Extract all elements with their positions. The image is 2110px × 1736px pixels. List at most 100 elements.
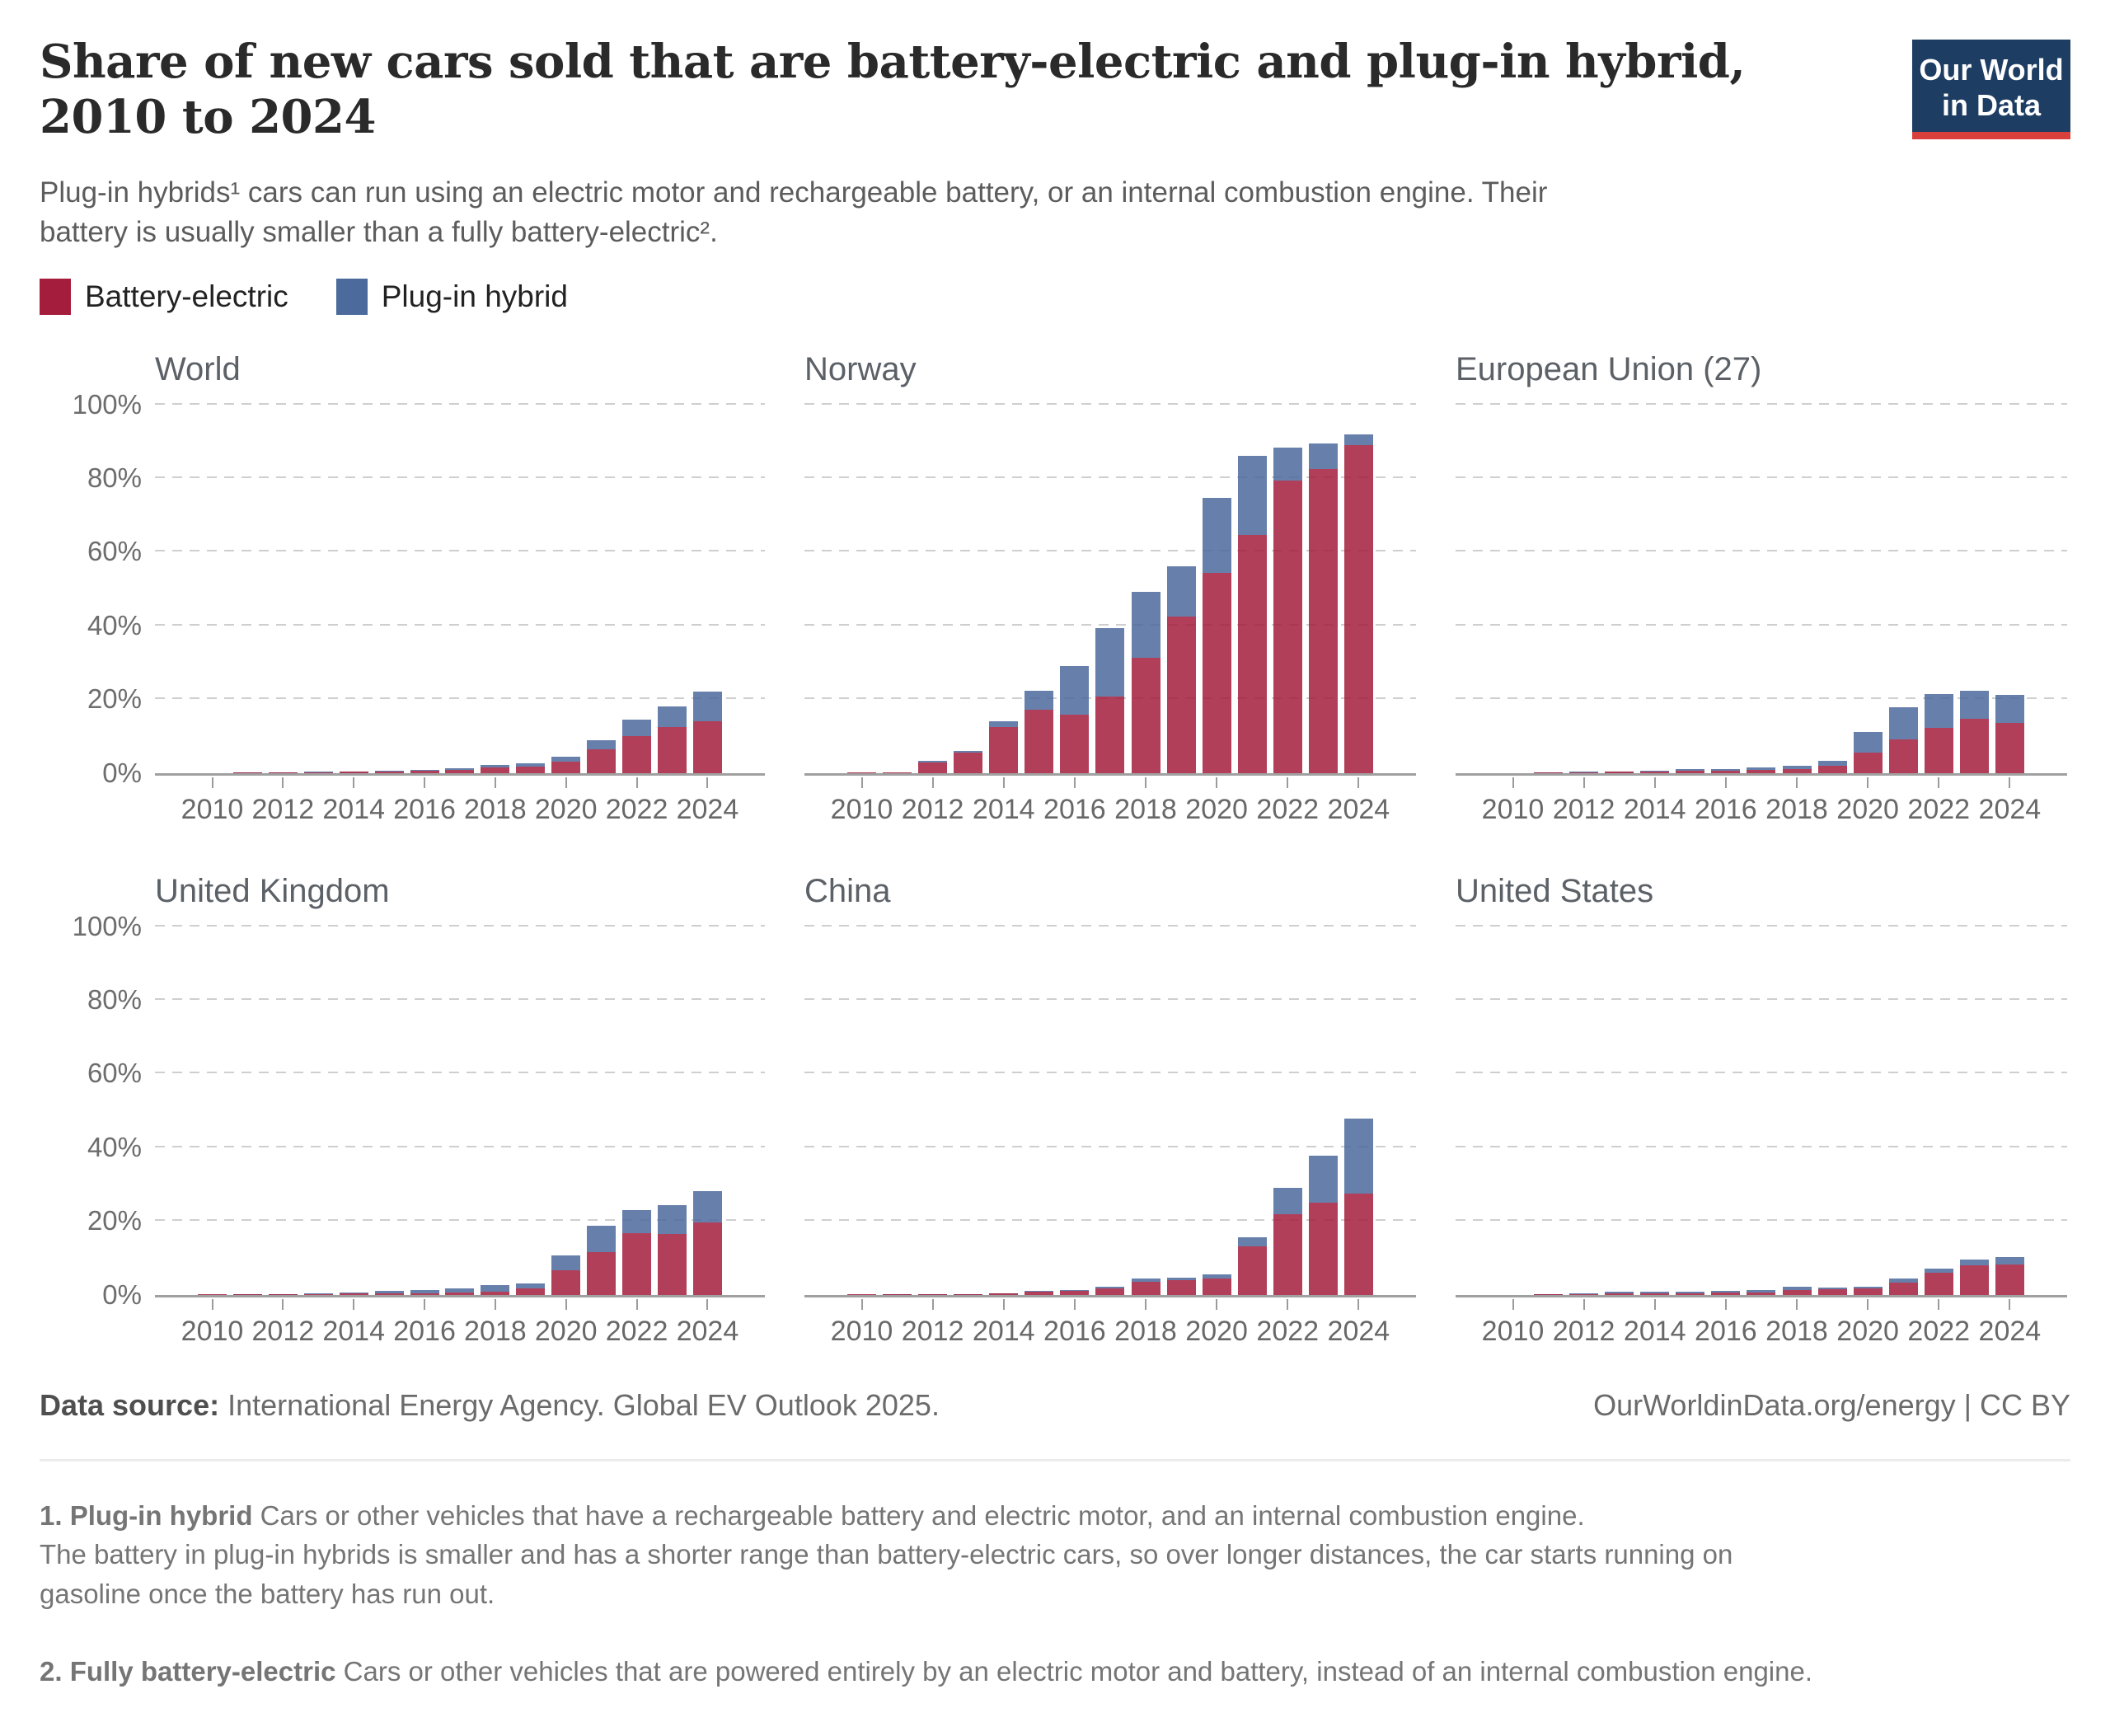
x-axis-label: 2020 <box>534 1315 598 1347</box>
axis-tick <box>282 777 284 788</box>
axis-tick <box>1287 777 1289 788</box>
x-axis-label: 2020 <box>1185 1315 1248 1347</box>
bar-segment-plug-in-hybrid <box>1569 1293 1599 1295</box>
bar-2018 <box>481 405 510 773</box>
bar-2015 <box>1676 927 1705 1295</box>
bar-2024 <box>1343 927 1373 1295</box>
bar-segment-plug-in-hybrid <box>1888 707 1918 739</box>
bar-segment-battery-electric <box>481 1292 510 1295</box>
bar-2013 <box>1605 927 1634 1295</box>
legend: Battery-electric Plug-in hybrid <box>40 278 2070 315</box>
bar-segment-plug-in-hybrid <box>1640 1292 1670 1293</box>
gridline <box>155 997 765 1000</box>
bar-segment-battery-electric <box>657 1233 687 1295</box>
bar-2018 <box>1131 927 1160 1295</box>
x-axis-label: 2020 <box>1185 793 1248 825</box>
subtitle-line2: battery is usually smaller than a fully … <box>40 215 718 248</box>
bar-segment-battery-electric <box>1640 1293 1670 1295</box>
bar-2024 <box>1343 405 1373 773</box>
footnote-lead: 1. Plug-in hybrid <box>40 1499 253 1531</box>
x-axis-label: 2022 <box>1907 793 1971 825</box>
bar-2016 <box>1060 405 1090 773</box>
bar-2010 <box>198 405 227 773</box>
bar-2015 <box>1676 405 1705 773</box>
bar-2023 <box>1959 927 1989 1295</box>
chart-title: United States <box>1456 872 1654 909</box>
footnote-text-line: The battery in plug-in hybrids is smalle… <box>40 1539 1733 1570</box>
plot-area <box>155 402 765 776</box>
plug-in-hybrid-swatch <box>335 278 368 315</box>
bar-2010 <box>1498 927 1527 1295</box>
bar-segment-battery-electric <box>410 770 439 773</box>
axis-tick <box>1002 1298 1005 1310</box>
axis-tick <box>1938 1298 1940 1310</box>
bar-segment-plug-in-hybrid <box>1888 1278 1918 1283</box>
axis-tick <box>1938 777 1940 788</box>
x-axis-label: 2010 <box>181 1315 244 1347</box>
bar-segment-battery-electric <box>1343 1193 1373 1295</box>
gridline <box>1456 924 2067 927</box>
bar-segment-battery-electric <box>1202 572 1231 773</box>
bar-2020 <box>1853 927 1883 1295</box>
bar-segment-plug-in-hybrid <box>1640 770 1670 772</box>
axis-tick <box>1357 777 1360 788</box>
bar-segment-plug-in-hybrid <box>1202 1274 1231 1279</box>
bar-segment-plug-in-hybrid <box>657 706 687 728</box>
bar-2020 <box>1202 927 1231 1295</box>
plot-area <box>1456 402 2067 776</box>
bar-segment-battery-electric <box>1924 1273 1953 1295</box>
axis-tick <box>1145 777 1146 788</box>
footer: Data source: International Energy Agency.… <box>40 1388 2070 1423</box>
footnote-first-line: 1. Plug-in hybrid Cars or other vehicles… <box>40 1496 2070 1536</box>
axis-tick <box>211 1298 213 1310</box>
bar-segment-battery-electric <box>622 735 652 773</box>
x-axis-label: 2024 <box>676 1315 739 1347</box>
bar-segment-battery-electric <box>1060 715 1090 773</box>
axis-tick <box>2009 777 2011 788</box>
bar-segment-battery-electric <box>1676 1293 1705 1295</box>
y-axis-label: 0% <box>102 757 142 788</box>
y-axis-label: 20% <box>87 683 142 715</box>
gridline <box>1456 1219 2067 1222</box>
bar-segment-plug-in-hybrid <box>1747 767 1776 770</box>
bar-segment-battery-electric <box>551 1270 581 1295</box>
bar-2024 <box>692 405 722 773</box>
x-axis: 2010 2012 2014 2016 2018 2020 2022 2024 <box>804 1298 1416 1350</box>
x-axis-label: 2014 <box>972 793 1035 825</box>
bar-2014 <box>339 405 368 773</box>
bar-segment-battery-electric <box>1202 1278 1231 1295</box>
bar-segment-battery-electric <box>1817 765 1847 773</box>
bar-2012 <box>268 927 298 1295</box>
bar-2018 <box>1782 405 1812 773</box>
x-axis-label: 2014 <box>1623 793 1686 825</box>
bar-segment-plug-in-hybrid <box>1747 1290 1776 1293</box>
bar-2023 <box>1959 405 1989 773</box>
x-axis-label: 2024 <box>676 793 739 825</box>
bar-2011 <box>883 927 912 1295</box>
bar-2019 <box>516 405 546 773</box>
gridline <box>804 997 1416 1000</box>
x-axis-label: 2016 <box>393 793 456 825</box>
bar-segment-battery-electric <box>1995 722 2024 773</box>
chart-china: China 2010 2012 2014 2016 2018 2020 2022 2024 <box>804 873 1416 1350</box>
axis-tick <box>706 777 709 788</box>
bar-2014 <box>989 405 1019 773</box>
bar-segment-plug-in-hybrid <box>1711 1291 1741 1293</box>
bar-segment-plug-in-hybrid <box>1095 628 1125 697</box>
bar-segment-battery-electric <box>1959 1265 1989 1295</box>
axis-tick <box>1867 1298 1869 1310</box>
y-axis-label: 80% <box>87 983 142 1015</box>
bar-2011 <box>232 927 262 1295</box>
bar-segment-battery-electric <box>445 1293 475 1295</box>
x-axis-label: 2024 <box>1327 1315 1390 1347</box>
axis-tick <box>211 777 213 788</box>
bar-segment-battery-electric <box>1959 719 1989 773</box>
bar-2021 <box>1237 405 1267 773</box>
bar-2016 <box>1711 405 1741 773</box>
bar-segment-plug-in-hybrid <box>1237 456 1267 536</box>
bar-segment-battery-electric <box>1308 469 1338 773</box>
gridline <box>1456 1145 2067 1147</box>
bar-2022 <box>1924 927 1953 1295</box>
bar-segment-plug-in-hybrid <box>1273 448 1302 481</box>
bar-segment-plug-in-hybrid <box>1237 1237 1267 1246</box>
